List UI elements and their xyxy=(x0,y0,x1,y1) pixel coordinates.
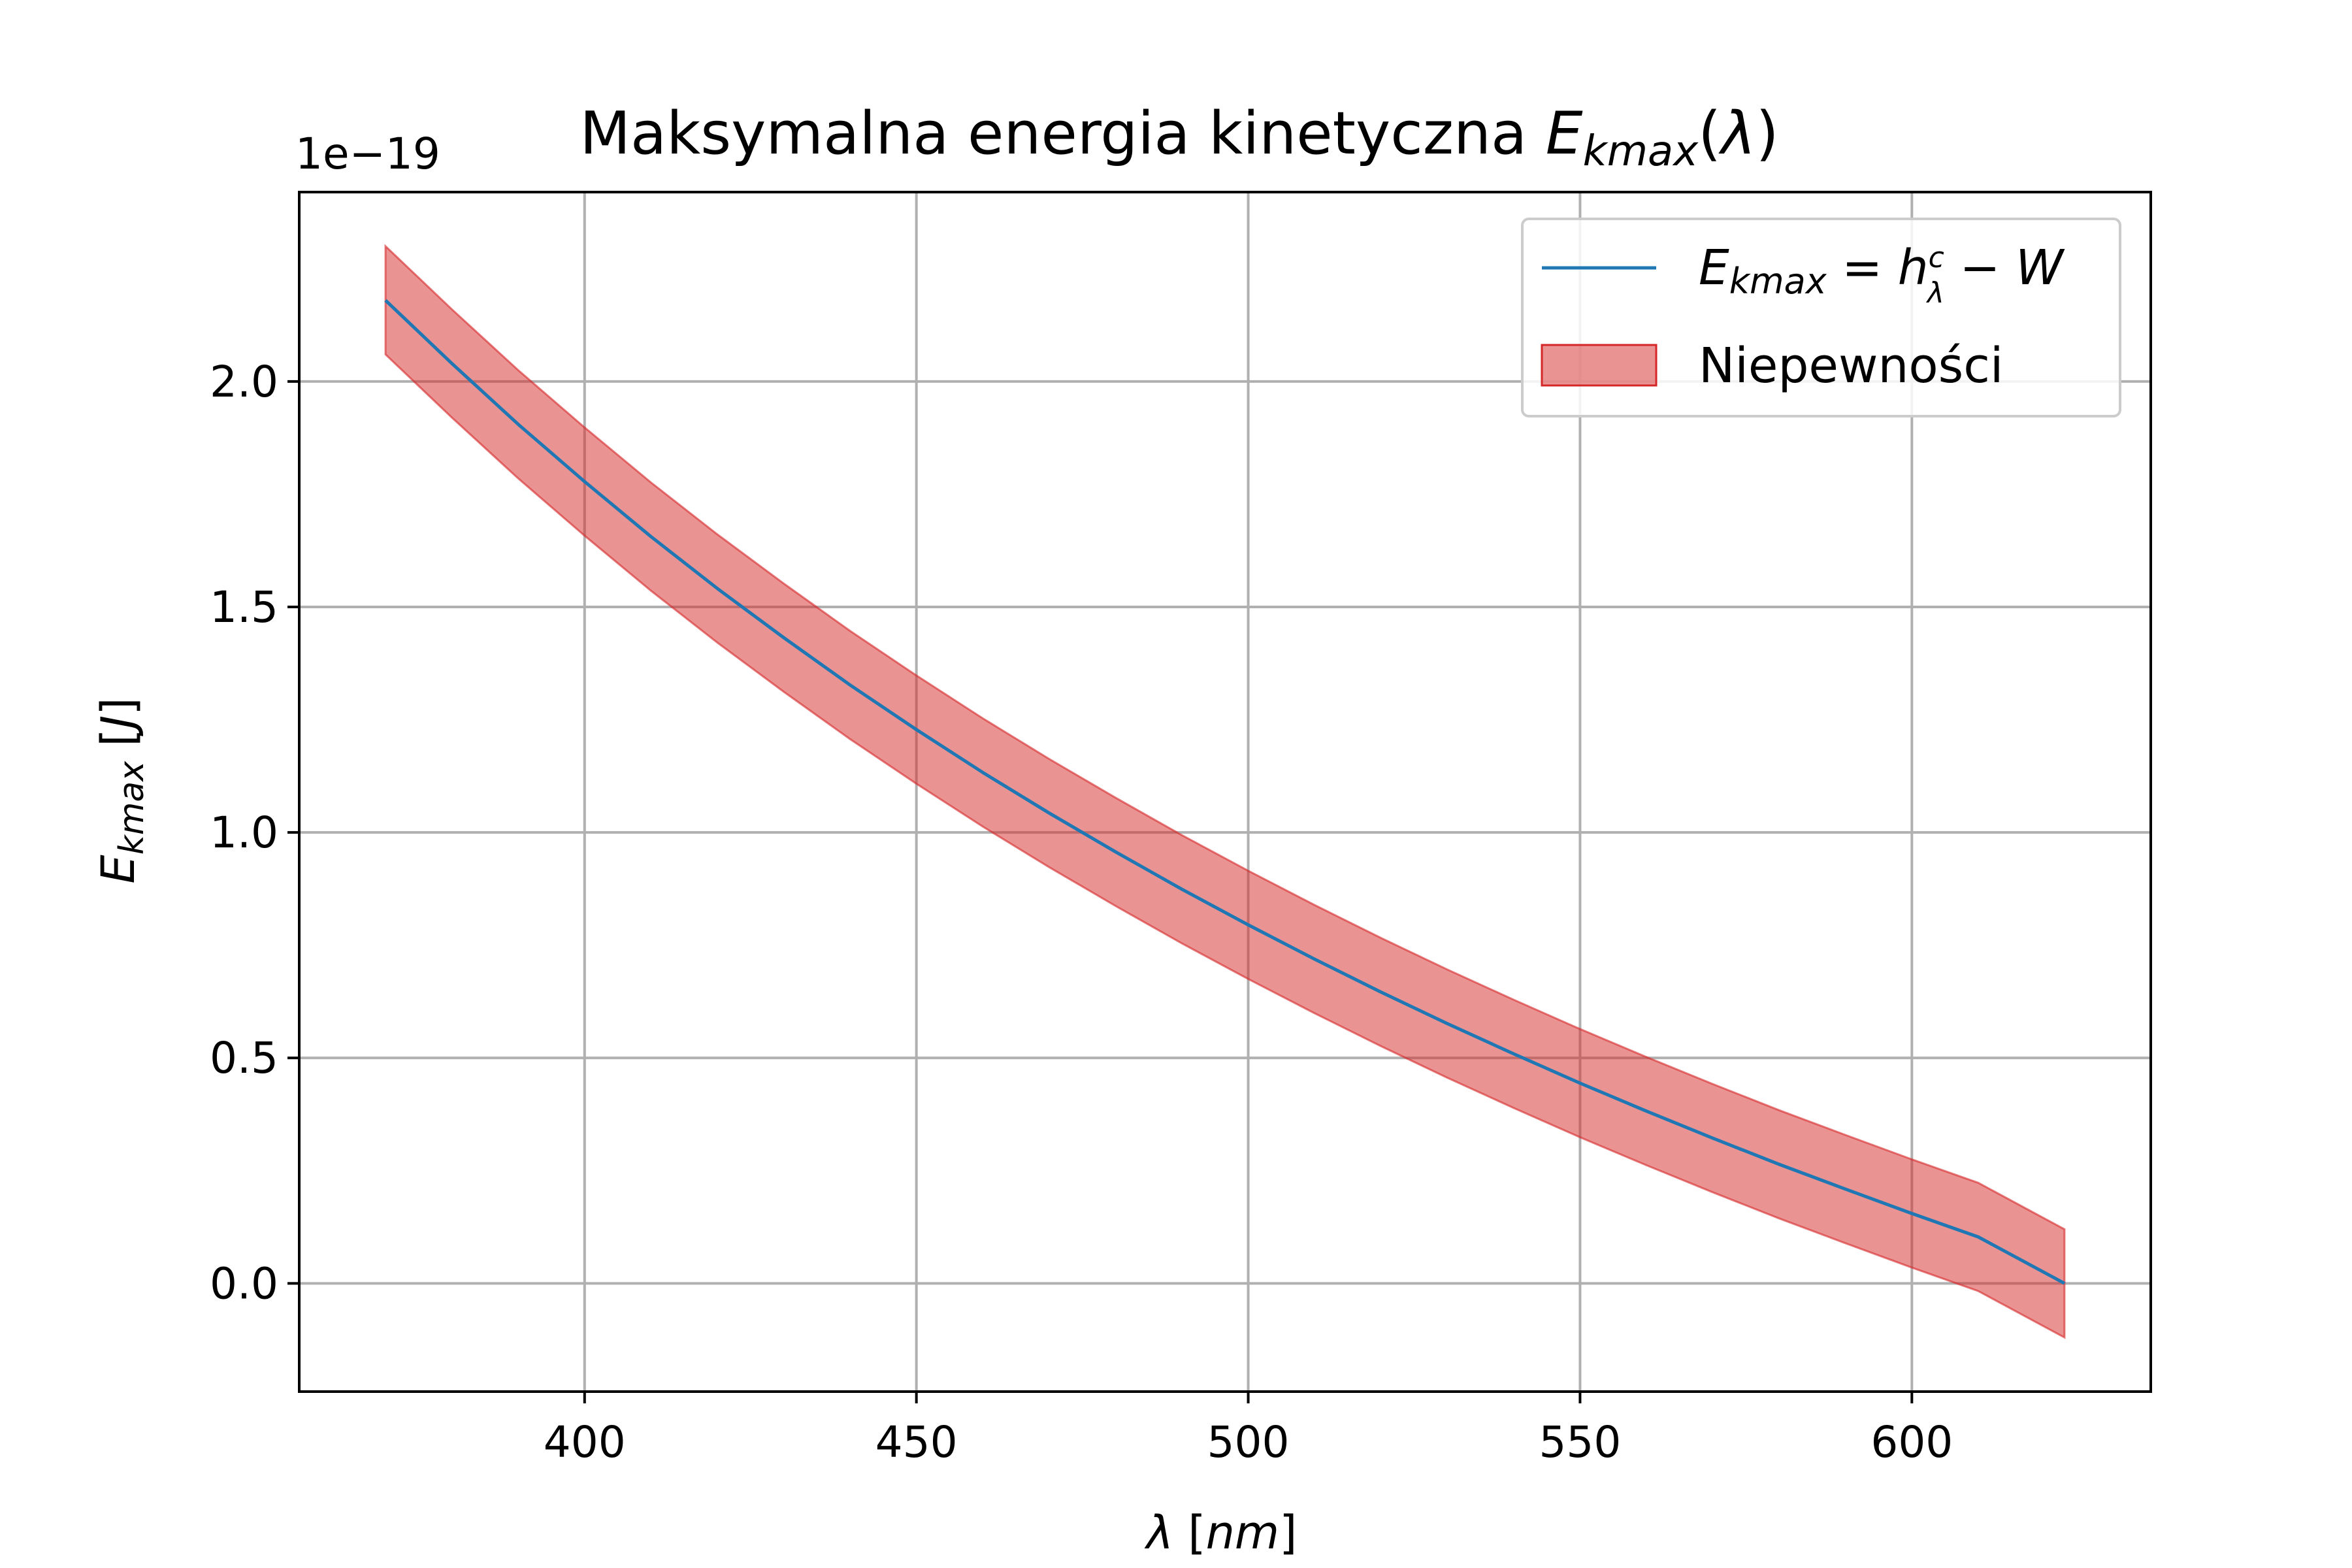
x-axis-label-bracket-open: [ xyxy=(1173,1506,1206,1560)
uncertainty-band-layer xyxy=(384,244,2066,1339)
x-axis-label-symbol: λ xyxy=(1144,1506,1173,1560)
legend-line-label-subscript: kmax xyxy=(1729,261,1827,302)
y-axis-label-subscript: kmax xyxy=(112,760,152,855)
chart-title-subscript: kmax xyxy=(1583,127,1699,176)
legend: Ekmax = hc λ − W Niepewności xyxy=(1521,218,2121,417)
chart-title-symbol: E xyxy=(1546,99,1583,168)
x-axis-label: λ [nm] xyxy=(1144,1506,1298,1560)
legend-line-label-h: h xyxy=(1898,240,1929,296)
x-axis-ticks: 400 450 500 550 600 xyxy=(544,1392,1953,1467)
y-axis-label-bracket-open: [ xyxy=(91,728,145,761)
x-axis-label-bracket-close: ] xyxy=(1279,1506,1297,1560)
y-axis-ticks: 0.0 0.5 1.0 1.5 2.0 xyxy=(210,357,299,1309)
uncertainty-band xyxy=(384,244,2066,1339)
y-tick-label: 1.5 xyxy=(210,582,278,632)
plot-area-frame xyxy=(298,191,2152,1393)
legend-band-swatch xyxy=(1541,344,1658,387)
x-axis-label-unit: nm xyxy=(1206,1506,1280,1560)
legend-band-label: Niepewności xyxy=(1699,338,2003,394)
y-axis-label-bracket-close: ] xyxy=(91,697,145,715)
chart-title-var: λ xyxy=(1718,99,1756,168)
chart-title: Maksymalna energia kinetyczna Ekmax(λ) xyxy=(580,99,1778,176)
x-tick-label: 500 xyxy=(1207,1417,1290,1467)
ekmax-line xyxy=(384,299,2066,1285)
x-tick-label: 400 xyxy=(544,1417,626,1467)
y-axis-label: Ekmax [J] xyxy=(91,697,152,883)
legend-line-label-eq: = xyxy=(1827,240,1898,296)
legend-line-label-minus: − xyxy=(1944,240,2016,296)
y-tick-label: 2.0 xyxy=(210,357,278,407)
legend-line-label-num: c xyxy=(1929,241,1944,274)
y-offset-text: 1e−19 xyxy=(295,129,440,179)
y-tick-label: 0.0 xyxy=(210,1258,278,1309)
x-tick-label: 550 xyxy=(1539,1417,1621,1467)
legend-line-label-w: W xyxy=(2016,240,2065,296)
legend-box xyxy=(1521,218,2121,417)
series-line-layer xyxy=(384,299,2066,1285)
x-tick-label: 450 xyxy=(875,1417,958,1467)
y-tick-label: 0.5 xyxy=(210,1033,278,1083)
legend-line-label-symbol: E xyxy=(1699,240,1729,296)
chart-title-prefix: Maksymalna energia kinetyczna xyxy=(580,99,1545,168)
chart-title-paren-close: ) xyxy=(1756,99,1779,168)
chart-title-paren-open: ( xyxy=(1698,99,1721,168)
legend-line-label-den: λ xyxy=(1926,276,1944,310)
legend-line-label: Ekmax = hc λ − W xyxy=(1699,240,2065,310)
y-axis-label-symbol: E xyxy=(91,855,145,884)
y-tick-label: 1.0 xyxy=(210,808,278,858)
x-tick-label: 600 xyxy=(1870,1417,1953,1467)
